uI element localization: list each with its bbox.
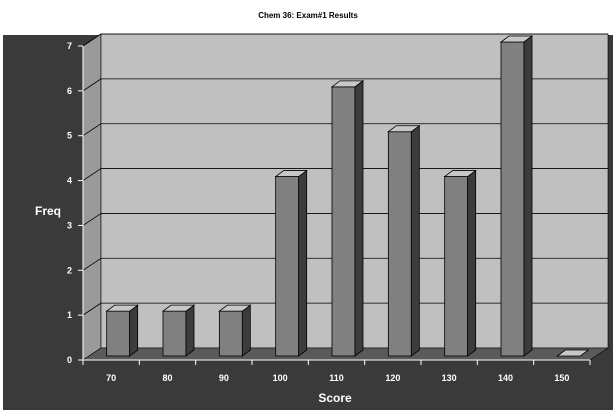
gridline-side — [82, 123, 102, 137]
y-tick-label: 5 — [67, 131, 72, 141]
bar-top — [443, 170, 477, 177]
bar — [387, 131, 412, 357]
y-tick-label: 4 — [67, 176, 72, 186]
x-tick-label: 130 — [442, 373, 457, 383]
bar — [331, 86, 356, 357]
bar — [275, 176, 300, 357]
bar-top — [330, 80, 365, 88]
y-tick-label: 6 — [67, 86, 72, 96]
gridline-side — [82, 213, 102, 226]
gridline-side — [82, 302, 102, 316]
gridline-side — [82, 33, 102, 47]
x-tick-label: 110 — [329, 373, 344, 383]
gridline-side — [82, 257, 102, 271]
y-tick-label: 1 — [67, 310, 72, 320]
bar-side — [129, 304, 139, 357]
x-tick-label: 100 — [273, 373, 288, 383]
bar — [218, 310, 243, 357]
side-wall — [82, 33, 102, 361]
bar — [500, 41, 525, 357]
y-tick-label: 7 — [67, 41, 72, 51]
y-tick-label: 2 — [67, 265, 72, 275]
bar-top — [274, 170, 308, 177]
bars — [105, 35, 590, 357]
bar-side — [523, 35, 533, 357]
y-axis-ticks: 0 1 2 3 4 5 6 7 — [67, 41, 84, 365]
bar-side — [185, 304, 195, 357]
gridline-side — [82, 168, 102, 181]
x-tick-label: 70 — [106, 373, 116, 383]
x-tick-label: 120 — [385, 373, 400, 383]
bar-top — [105, 304, 139, 312]
bar-top — [499, 35, 534, 43]
x-axis-ticks: 70 80 90 100 110 120 130 140 150 — [82, 359, 591, 383]
bar-top — [218, 304, 252, 312]
bar-side — [298, 169, 308, 357]
bar — [162, 310, 187, 357]
bar-top — [387, 125, 421, 133]
chart-title: Chem 36: Exam#1 Results — [258, 11, 358, 20]
bar — [444, 176, 469, 357]
gridline-side — [82, 78, 102, 92]
x-tick-label: 150 — [554, 373, 569, 383]
bar-side — [467, 169, 477, 357]
y-axis-label: Freq — [35, 204, 61, 218]
y-tick-label: 3 — [67, 220, 72, 230]
x-tick-label: 140 — [498, 373, 513, 383]
bar — [106, 310, 131, 357]
x-tick-label: 80 — [162, 373, 172, 383]
bar-side — [354, 80, 364, 357]
bar-top — [161, 304, 196, 312]
bar-side — [410, 124, 420, 357]
bar-top — [556, 349, 590, 357]
y-tick-label: 0 — [67, 355, 72, 365]
x-tick-label: 90 — [219, 373, 229, 383]
bar-side — [241, 304, 251, 357]
x-axis-label: Score — [318, 391, 352, 405]
